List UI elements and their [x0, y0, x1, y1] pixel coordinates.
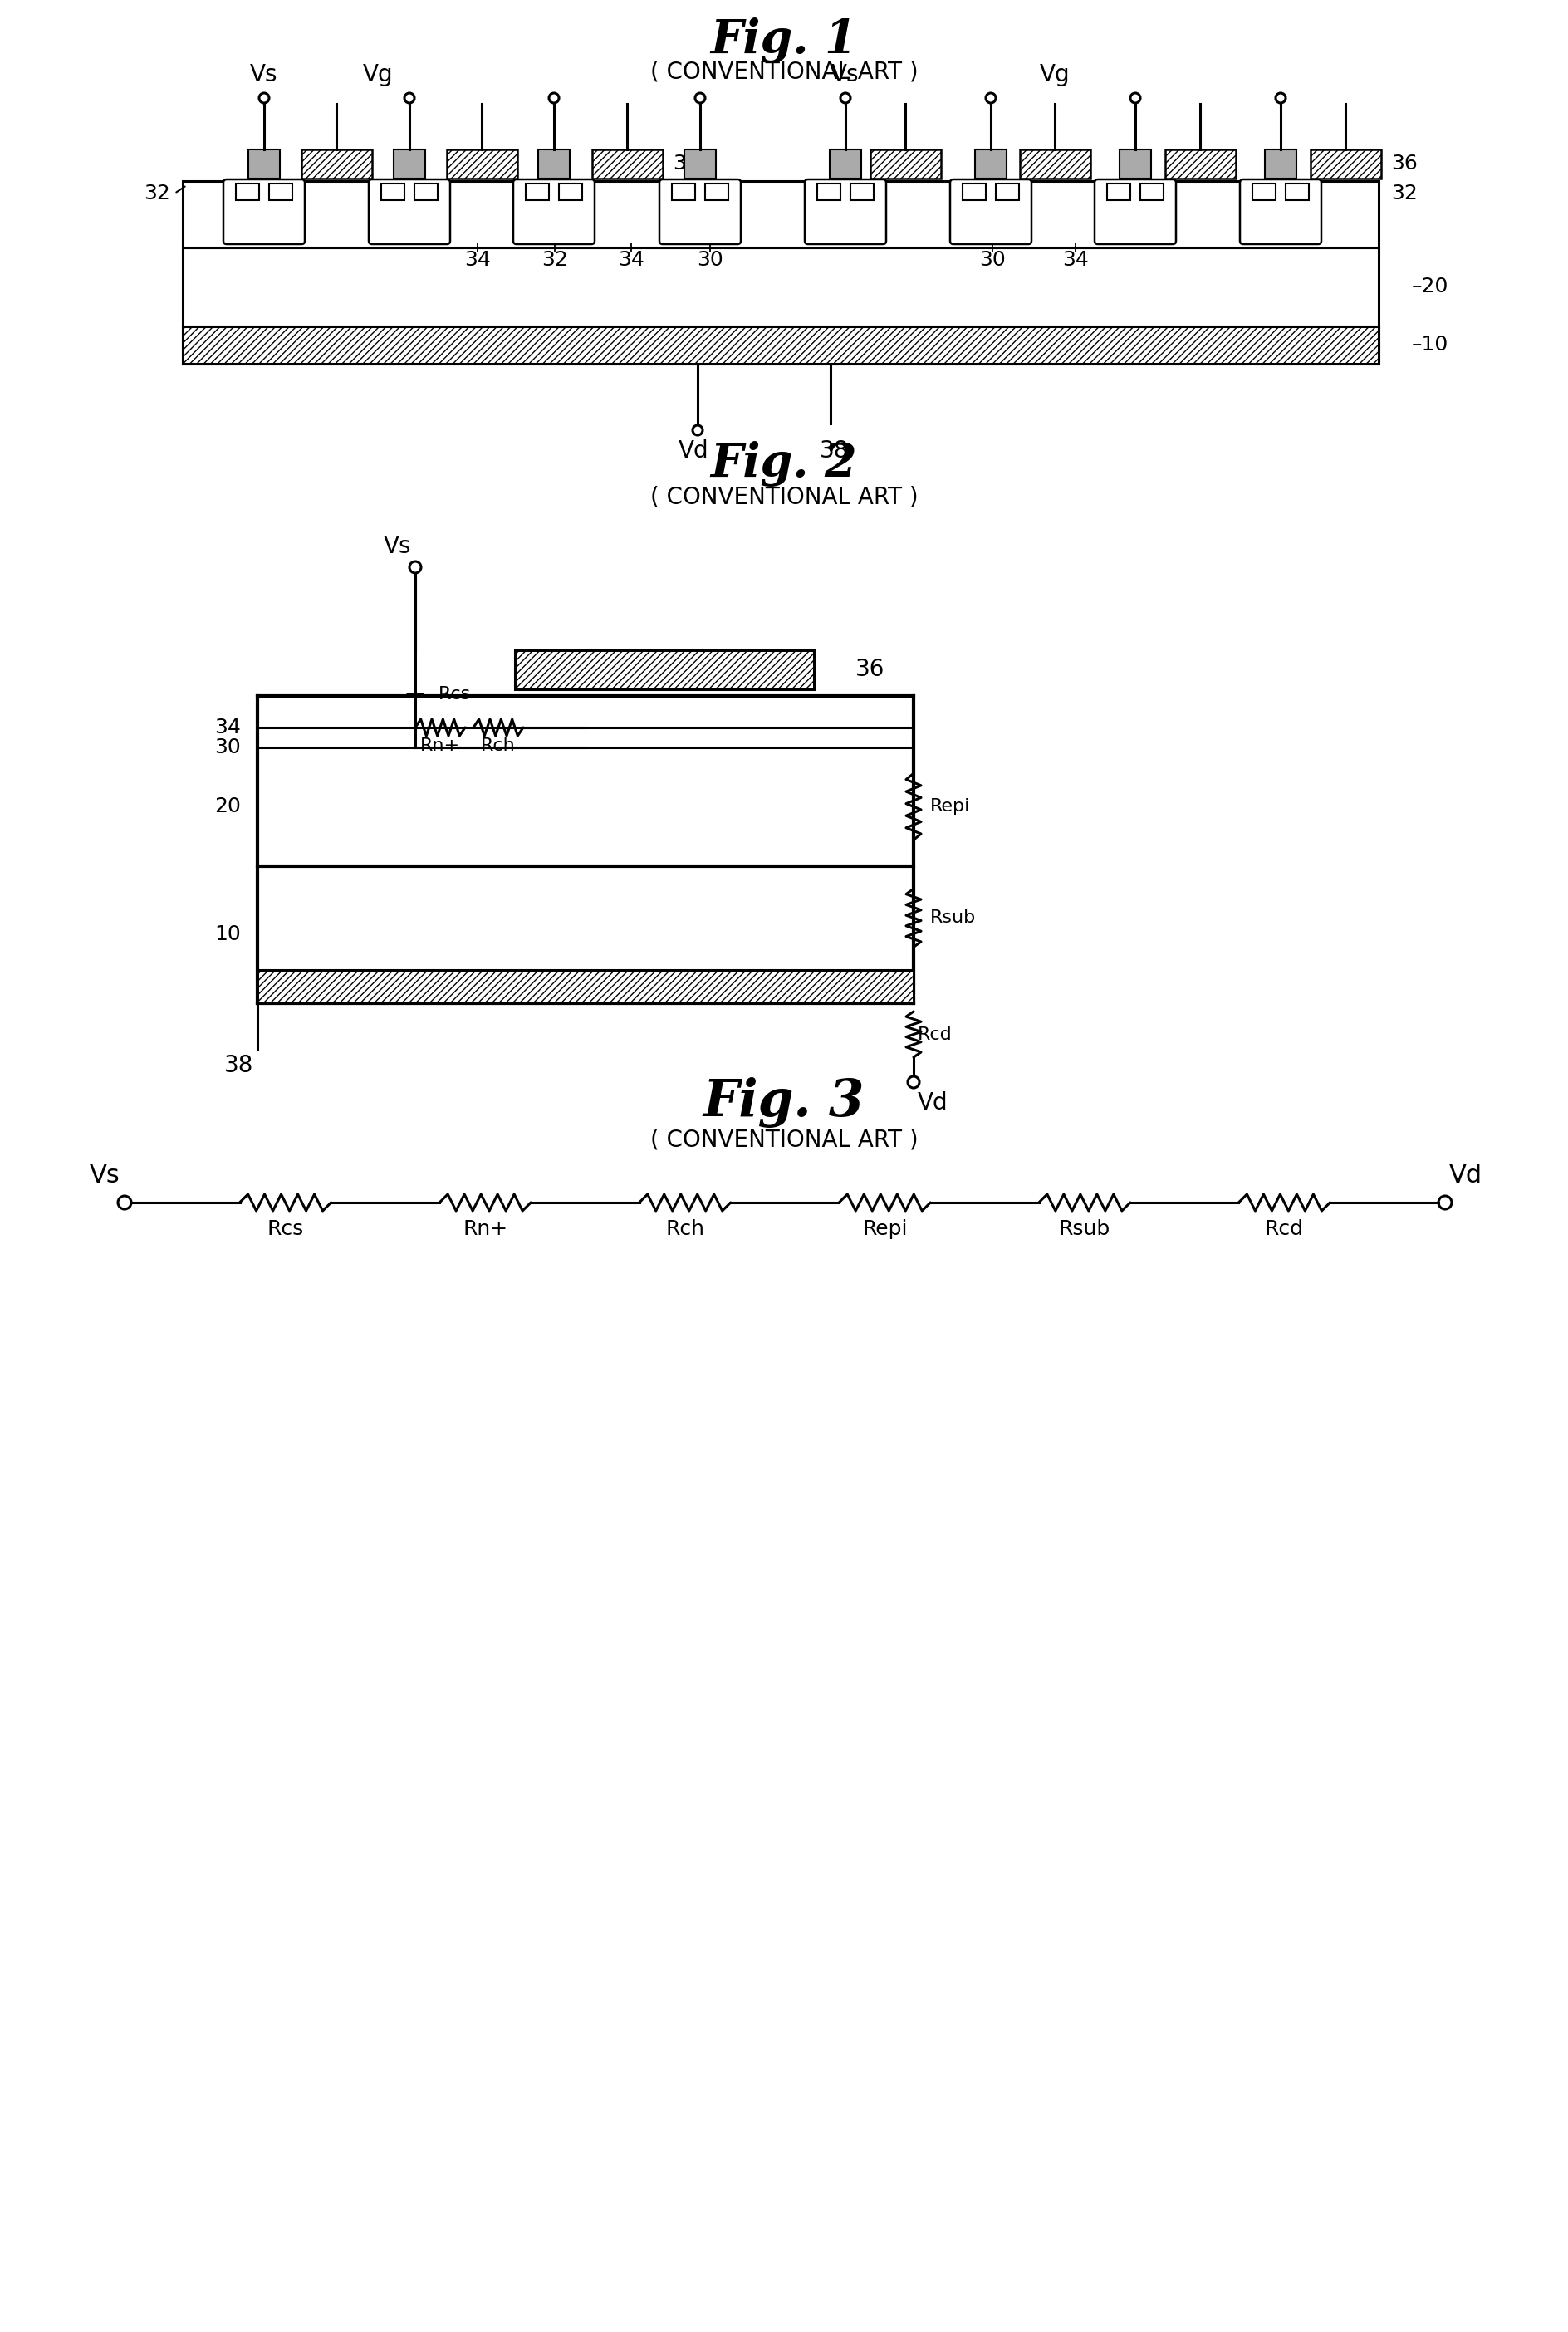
- Bar: [1265, 149, 1297, 180]
- Text: Vs: Vs: [89, 1164, 121, 1187]
- Text: 32: 32: [541, 250, 568, 271]
- Bar: [525, 184, 549, 201]
- Text: –20: –20: [1411, 278, 1449, 296]
- Bar: [829, 149, 861, 180]
- Bar: [1107, 184, 1131, 201]
- Text: 30: 30: [696, 250, 723, 271]
- Text: 20: 20: [215, 798, 241, 816]
- Text: Vs: Vs: [383, 534, 411, 557]
- Text: Fig. 2: Fig. 2: [710, 441, 858, 487]
- Text: 32: 32: [1391, 184, 1417, 203]
- Text: 30: 30: [215, 737, 241, 758]
- Text: 36: 36: [1391, 154, 1417, 175]
- Bar: [514, 651, 814, 690]
- FancyBboxPatch shape: [368, 180, 450, 245]
- Bar: [591, 149, 662, 180]
- Text: –10: –10: [1411, 336, 1449, 354]
- Bar: [447, 149, 517, 180]
- Text: ( CONVENTIONAL ART ): ( CONVENTIONAL ART ): [651, 1129, 917, 1152]
- Bar: [183, 182, 1378, 247]
- Text: 10: 10: [215, 923, 241, 944]
- Bar: [558, 184, 582, 201]
- Text: Rch: Rch: [665, 1220, 704, 1238]
- Bar: [1165, 149, 1236, 180]
- Text: 38: 38: [820, 438, 850, 462]
- FancyBboxPatch shape: [660, 180, 740, 245]
- Bar: [870, 149, 941, 180]
- Text: Rsub: Rsub: [1058, 1220, 1110, 1238]
- Text: Repi: Repi: [862, 1220, 908, 1238]
- FancyBboxPatch shape: [950, 180, 1032, 245]
- Text: Rn+: Rn+: [463, 1220, 508, 1238]
- Bar: [706, 184, 729, 201]
- Text: Vd: Vd: [1449, 1164, 1483, 1187]
- Bar: [183, 247, 1378, 326]
- Bar: [183, 326, 1378, 364]
- Text: Repi: Repi: [930, 798, 971, 814]
- Text: Rcd: Rcd: [1265, 1220, 1305, 1238]
- Text: 36: 36: [673, 154, 699, 175]
- Text: Rcd: Rcd: [917, 1026, 952, 1042]
- Text: Rch: Rch: [481, 737, 516, 753]
- FancyBboxPatch shape: [223, 180, 304, 245]
- Text: Rn+: Rn+: [420, 737, 459, 753]
- Bar: [1120, 149, 1151, 180]
- Bar: [996, 184, 1019, 201]
- Bar: [381, 184, 405, 201]
- FancyBboxPatch shape: [1094, 180, 1176, 245]
- Text: Vs: Vs: [831, 63, 859, 86]
- Text: Rcs: Rcs: [439, 686, 470, 702]
- Text: Vg: Vg: [1040, 63, 1069, 86]
- Text: Vs: Vs: [251, 63, 278, 86]
- Bar: [850, 184, 873, 201]
- Text: 36: 36: [856, 658, 884, 681]
- FancyBboxPatch shape: [804, 180, 886, 245]
- Text: 30: 30: [980, 250, 1005, 271]
- Bar: [1286, 184, 1309, 201]
- Text: 38: 38: [224, 1054, 254, 1077]
- Bar: [394, 149, 425, 180]
- FancyBboxPatch shape: [1240, 180, 1322, 245]
- Text: Rsub: Rsub: [930, 909, 975, 926]
- Text: Rcs: Rcs: [267, 1220, 304, 1238]
- FancyBboxPatch shape: [513, 180, 594, 245]
- Text: ( CONVENTIONAL ART ): ( CONVENTIONAL ART ): [651, 61, 917, 84]
- Text: Vd: Vd: [679, 438, 709, 462]
- Bar: [414, 184, 437, 201]
- Bar: [1019, 149, 1090, 180]
- Bar: [235, 184, 259, 201]
- Bar: [817, 184, 840, 201]
- Bar: [538, 149, 569, 180]
- Text: 34: 34: [1062, 250, 1088, 271]
- Text: ( CONVENTIONAL ART ): ( CONVENTIONAL ART ): [651, 485, 917, 508]
- Bar: [975, 149, 1007, 180]
- Text: 34: 34: [464, 250, 491, 271]
- Text: Vd: Vd: [917, 1091, 949, 1115]
- Bar: [1253, 184, 1276, 201]
- Text: Vg: Vg: [362, 63, 394, 86]
- Bar: [671, 184, 695, 201]
- Bar: [270, 184, 292, 201]
- Text: 34: 34: [618, 250, 644, 271]
- Bar: [183, 326, 1378, 364]
- Bar: [1140, 184, 1163, 201]
- Text: 34: 34: [215, 718, 241, 737]
- Bar: [1311, 149, 1381, 180]
- Bar: [963, 184, 986, 201]
- Bar: [257, 970, 914, 1003]
- Bar: [248, 149, 279, 180]
- Bar: [684, 149, 717, 180]
- Bar: [301, 149, 372, 180]
- Text: Fig. 1: Fig. 1: [710, 16, 858, 63]
- Text: Fig. 3: Fig. 3: [704, 1077, 864, 1129]
- Text: 32: 32: [144, 184, 171, 203]
